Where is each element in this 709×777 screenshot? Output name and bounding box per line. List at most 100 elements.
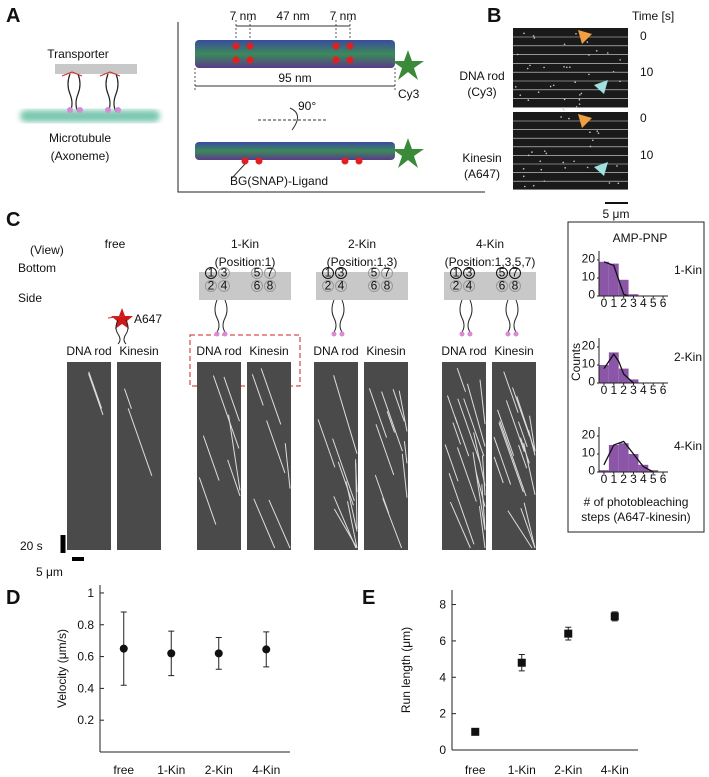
- dye-label: Cy3: [398, 87, 420, 101]
- motor-heads: [67, 107, 121, 113]
- kymo-track: [493, 456, 504, 484]
- image-kinesin: [513, 112, 628, 190]
- y-tick-label: 0: [588, 375, 595, 389]
- speckle: [616, 165, 618, 167]
- kymo-track: [333, 496, 357, 549]
- site-number: 8: [512, 279, 519, 293]
- kymo-track: [127, 408, 153, 477]
- speckle: [524, 185, 526, 188]
- x-tick-label: 6: [660, 296, 667, 310]
- motor-head: [331, 331, 337, 337]
- kymo-track: [355, 462, 358, 493]
- x-tick-label: 4: [640, 383, 647, 397]
- position-label: (Position:1,3): [327, 255, 398, 269]
- site-number: 8: [267, 279, 274, 293]
- x-tick-label: free: [113, 763, 134, 777]
- site-number: 6: [499, 279, 506, 293]
- dim-label: 47 nm: [276, 9, 309, 23]
- speckle: [562, 109, 565, 111]
- kymo-track: [512, 387, 531, 437]
- ligand-label: BG(SNAP)-Ligand: [230, 174, 328, 188]
- speckle: [580, 92, 583, 95]
- speckle: [606, 52, 609, 54]
- speckle: [574, 81, 576, 84]
- dimension-arrows: [195, 25, 395, 87]
- histogram-bar: [628, 454, 639, 472]
- site-marker: [264, 267, 276, 279]
- kymo-track: [456, 367, 466, 392]
- x-tick-label: 4-Kin: [252, 763, 280, 777]
- kymo-track: [398, 390, 408, 432]
- kymo-label: DNA rod: [441, 344, 486, 358]
- arrowhead: [594, 80, 608, 94]
- kymo-track: [228, 414, 241, 491]
- kymo-track: [452, 422, 462, 445]
- inset-frame: [567, 221, 705, 533]
- x-tick-label: 1: [610, 472, 617, 486]
- y-tick-label: 20: [582, 428, 596, 442]
- fit-line: [603, 261, 629, 297]
- column-title: 2-Kin: [348, 237, 376, 251]
- motor-head: [222, 331, 228, 337]
- rod-side: [316, 290, 408, 300]
- kymo-track: [88, 373, 104, 416]
- site-marker: [368, 280, 380, 292]
- transporter: [55, 64, 137, 74]
- ligand-pointer: [231, 163, 246, 179]
- kymo-track: [337, 461, 354, 506]
- x-tick-label: 3: [630, 472, 637, 486]
- speckle: [522, 168, 525, 170]
- kymo-track: [260, 368, 282, 425]
- time-label: 0: [640, 111, 647, 125]
- kymo-track: [268, 499, 291, 549]
- kymograph: [67, 362, 111, 550]
- dim-label: 7 nm: [230, 9, 257, 23]
- time-label: 10: [640, 148, 654, 162]
- dim-label: 95 nm: [278, 71, 311, 85]
- time-label: 10: [640, 65, 654, 79]
- site-number: 5: [499, 266, 506, 280]
- speckle: [540, 168, 543, 171]
- panel-label: B: [487, 5, 501, 27]
- kymo-track: [517, 421, 528, 448]
- transporter-label: Transporter: [47, 47, 109, 61]
- kymo-track: [333, 375, 358, 454]
- speckle: [563, 43, 566, 46]
- speckle: [568, 117, 570, 120]
- kymo-track: [403, 441, 408, 464]
- frame-lines: [513, 36, 628, 191]
- scale-label: 5 μm: [603, 207, 630, 221]
- speckle: [514, 86, 517, 88]
- speckle: [539, 160, 542, 163]
- speckle: [589, 131, 591, 134]
- highlight-box: [189, 334, 301, 387]
- kymo-track: [444, 444, 459, 482]
- site-number: 8: [384, 279, 391, 293]
- y-axis-label: Counts: [569, 343, 583, 381]
- speckle: [579, 94, 581, 96]
- kymo-track: [529, 415, 536, 451]
- site-number: 2: [325, 279, 332, 293]
- column-title: free: [105, 237, 126, 251]
- position-label: (Position:1,3,5,7): [445, 255, 536, 269]
- kymo-track: [202, 435, 220, 481]
- kymo-label: Kinesin: [119, 344, 158, 358]
- x-tick-label: 2: [620, 472, 627, 486]
- histogram-name: 1-Kin: [674, 263, 702, 277]
- x-tick-label: 1-Kin: [508, 763, 536, 777]
- site-marker: [205, 280, 217, 292]
- speckle: [527, 99, 530, 101]
- data-point: [262, 645, 271, 654]
- scale-label: 5 μm: [36, 565, 63, 579]
- speckle: [563, 98, 566, 101]
- speckle: [569, 66, 571, 68]
- histogram-bar: [628, 379, 639, 383]
- motor-head: [214, 331, 220, 337]
- kymo-track: [284, 443, 291, 489]
- site-number: 6: [371, 279, 378, 293]
- site-number: 2: [453, 279, 460, 293]
- site-marker: [251, 280, 263, 292]
- speckle: [608, 182, 611, 184]
- panel-label: D: [6, 587, 20, 609]
- kymo-track: [523, 502, 536, 549]
